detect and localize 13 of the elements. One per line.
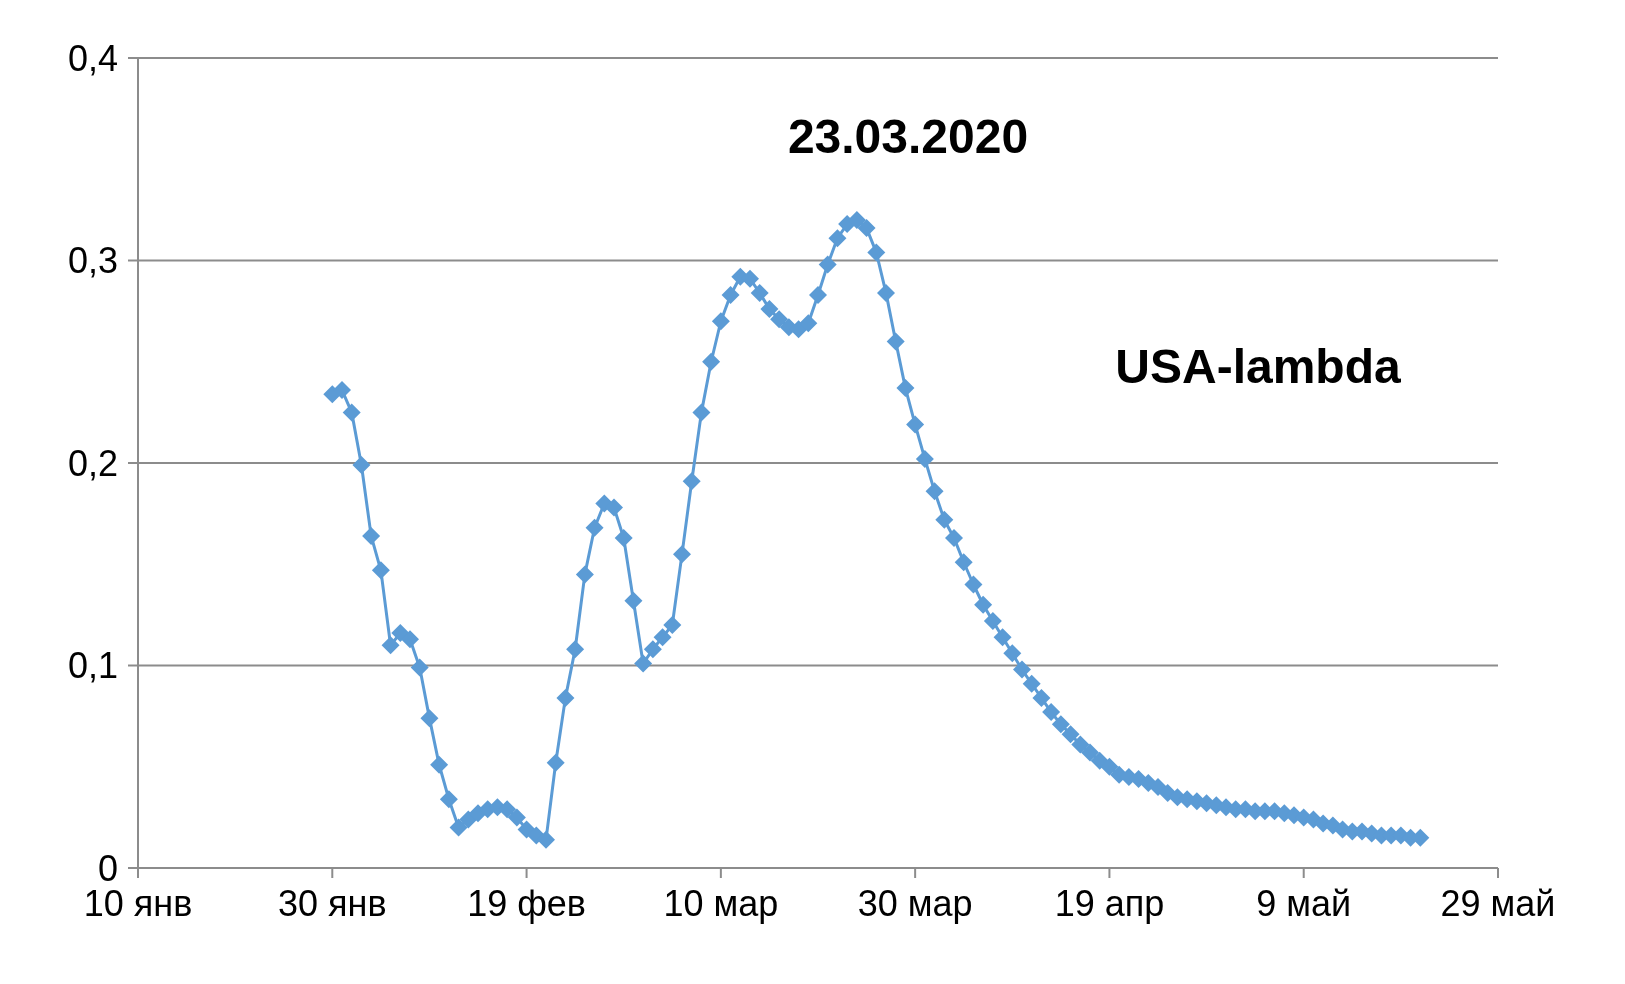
y-tick-label: 0,3 [67,240,118,282]
y-tick-label: 0,1 [67,645,118,687]
x-tick-label: 19 апр [1054,882,1165,924]
x-tick-label: 9 май [1256,882,1352,924]
y-tick-label: 0,4 [67,37,118,79]
x-tick-label: 10 мар [663,882,779,924]
text: USA-lambda [1115,338,1401,394]
x-tick-label: 29 май [1440,882,1556,924]
annotation: 23.03.2020 [787,108,1029,164]
y-tick-label: 0,2 [67,442,118,484]
x-tick-label: 30 янв [278,882,387,924]
x-tick-label: 19 фев [467,882,586,924]
x-tick-label: 30 мар [857,882,973,924]
